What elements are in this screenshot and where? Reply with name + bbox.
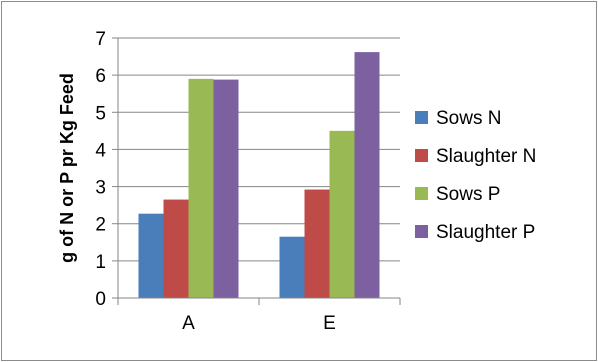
bar-sows-n-e	[279, 236, 305, 298]
x-tick-label: A	[182, 313, 195, 334]
legend-label: Slaughter N	[436, 146, 536, 167]
legend-label: Sows N	[436, 108, 501, 129]
y-tick-label: 5	[95, 103, 106, 124]
axes	[112, 37, 401, 305]
y-axis-label: g of N or P pr Kg Feed	[57, 73, 77, 263]
legend-swatch	[415, 225, 428, 238]
bar-slaughter-n-e	[304, 189, 330, 298]
x-tick-label: E	[323, 313, 336, 334]
bar-slaughter-p-e	[354, 52, 380, 298]
y-tick-label: 3	[95, 178, 106, 199]
legend-label: Sows P	[436, 184, 500, 205]
y-tick-labels: 0 1 2 3 4 5 6 7	[95, 29, 106, 310]
bar-sows-p-e	[329, 130, 355, 298]
bars	[138, 52, 380, 298]
y-tick-label: 6	[95, 66, 106, 87]
bar-slaughter-p-a	[213, 79, 239, 298]
y-tick-label: 1	[95, 252, 106, 273]
bar-sows-p-a	[188, 78, 214, 298]
legend-swatch	[415, 111, 428, 124]
legend-swatch	[415, 187, 428, 200]
y-tick-label: 0	[95, 289, 106, 310]
y-tick-label: 7	[95, 29, 106, 50]
y-tick-label: 4	[95, 140, 106, 161]
bar-sows-n-a	[138, 213, 164, 298]
legend-swatch	[415, 149, 428, 162]
y-tick-label: 2	[95, 215, 106, 236]
legend: Sows N Slaughter N Sows P Slaughter P	[415, 108, 536, 243]
legend-label: Slaughter P	[436, 222, 535, 243]
bar-slaughter-n-a	[163, 199, 189, 298]
